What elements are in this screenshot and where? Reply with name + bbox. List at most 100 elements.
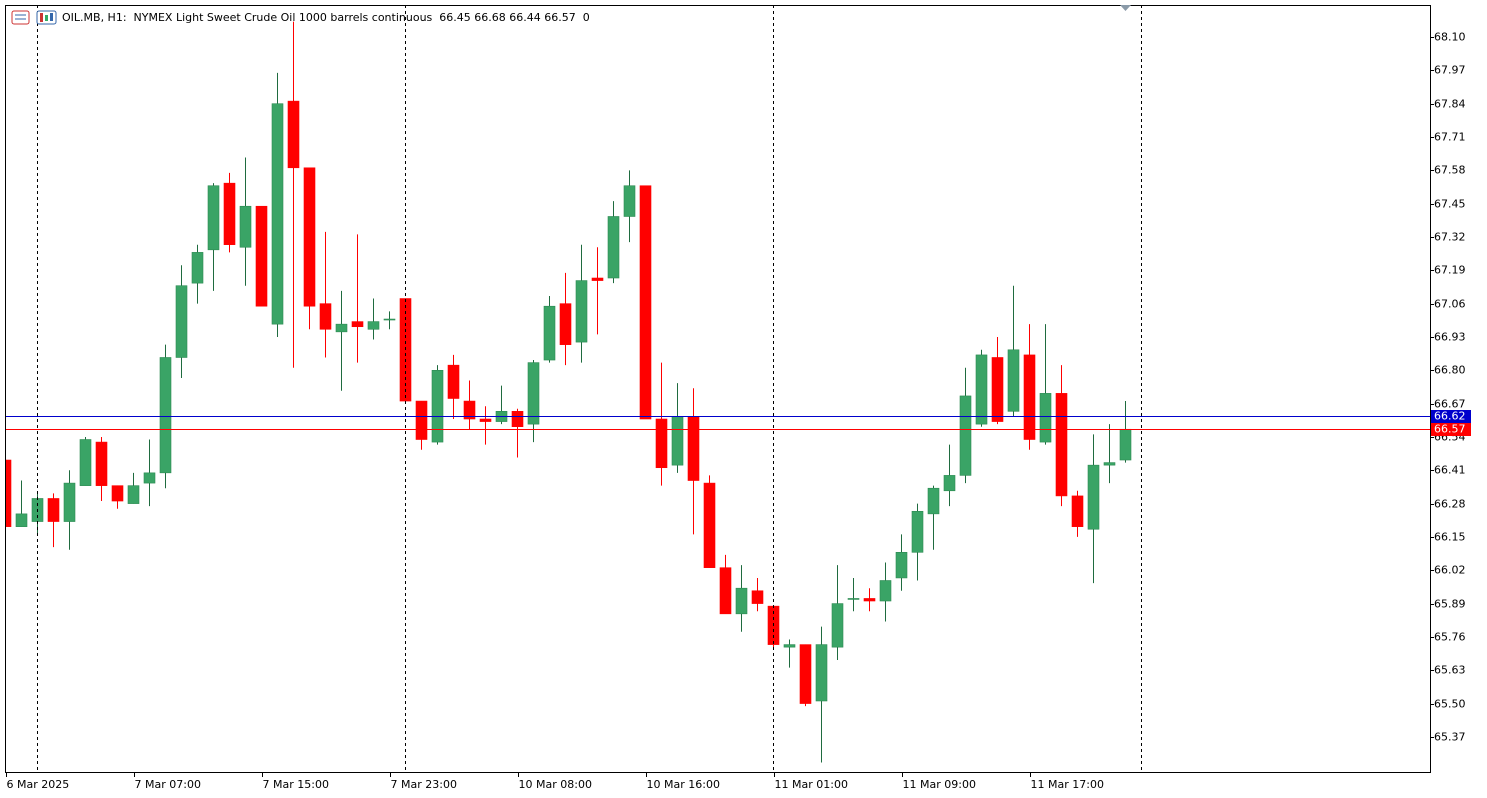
y-tick-label: 67.32 bbox=[1434, 231, 1466, 244]
x-tick-label: 10 Mar 08:00 bbox=[519, 778, 592, 791]
x-tick-label: 6 Mar 2025 bbox=[7, 778, 70, 791]
candle-body bbox=[239, 205, 252, 248]
icon bbox=[45, 15, 48, 21]
x-tick-label: 11 Mar 01:00 bbox=[775, 778, 848, 791]
candle-body bbox=[255, 205, 268, 307]
y-tick-label: 67.71 bbox=[1434, 131, 1466, 144]
icon bbox=[11, 10, 30, 25]
candle-body bbox=[383, 318, 396, 321]
shift-marker bbox=[1120, 5, 1131, 11]
candle-body bbox=[127, 485, 140, 504]
y-tick-label: 65.37 bbox=[1434, 731, 1466, 744]
candle-body bbox=[527, 362, 540, 425]
candle-body bbox=[687, 416, 700, 481]
candle-body bbox=[1119, 428, 1132, 461]
candle-body bbox=[1071, 495, 1084, 527]
y-tick-label: 67.19 bbox=[1434, 264, 1466, 277]
y-tick-label: 66.80 bbox=[1434, 364, 1466, 377]
candle-body bbox=[735, 587, 748, 615]
candle-body bbox=[591, 277, 604, 281]
x-tick-label: 7 Mar 15:00 bbox=[263, 778, 329, 791]
y-tick-label: 67.58 bbox=[1434, 164, 1466, 177]
candle-body bbox=[111, 485, 124, 502]
candle-body bbox=[367, 321, 380, 330]
candle-body bbox=[223, 182, 236, 245]
candle-body bbox=[575, 280, 588, 343]
x-tick-label: 10 Mar 16:00 bbox=[647, 778, 720, 791]
y-tick-label: 65.63 bbox=[1434, 664, 1466, 677]
candle-body bbox=[1103, 462, 1116, 466]
price-lines bbox=[5, 416, 1430, 430]
candle-body bbox=[783, 644, 796, 648]
y-tick-label: 67.84 bbox=[1434, 98, 1466, 111]
candle-body bbox=[703, 482, 716, 568]
candle-body bbox=[159, 357, 172, 474]
candle-body bbox=[79, 439, 92, 486]
candle-body bbox=[719, 567, 732, 615]
ask-label: 66.62 bbox=[1434, 410, 1466, 423]
y-tick-label: 66.41 bbox=[1434, 464, 1466, 477]
y-tick-label: 66.15 bbox=[1434, 531, 1466, 544]
candle-body bbox=[175, 285, 188, 358]
y-tick-label: 67.45 bbox=[1434, 198, 1466, 211]
separators bbox=[37, 5, 1142, 772]
candle-body bbox=[751, 590, 764, 604]
candle-body bbox=[1039, 393, 1052, 443]
plot-frame bbox=[5, 5, 1431, 773]
candle-body bbox=[207, 185, 220, 251]
candle-body bbox=[815, 644, 828, 702]
x-tick-label: 7 Mar 07:00 bbox=[135, 778, 201, 791]
y-tick-label: 67.06 bbox=[1434, 298, 1466, 311]
candle-body bbox=[319, 303, 332, 330]
y-tick-label: 65.76 bbox=[1434, 631, 1466, 644]
y-tick-label: 65.89 bbox=[1434, 598, 1466, 611]
candle-body bbox=[639, 185, 652, 420]
candle-body bbox=[191, 252, 204, 284]
candle-body bbox=[143, 472, 156, 484]
candle-body bbox=[847, 598, 860, 600]
candle-body bbox=[831, 603, 844, 648]
candle-body bbox=[351, 321, 364, 328]
candle-body bbox=[943, 475, 956, 492]
y-tick-label: 66.93 bbox=[1434, 331, 1466, 344]
candle-body bbox=[511, 411, 524, 427]
axis-labels: 68.10 67.97 67.84 67.71 67.58 67.45 67.32 67.19… bbox=[7, 31, 1471, 791]
candle-body bbox=[991, 357, 1004, 422]
icon bbox=[40, 13, 43, 22]
candles bbox=[5, 21, 1132, 763]
candle-body bbox=[1007, 349, 1020, 412]
candle-body bbox=[879, 580, 892, 602]
x-tick-label: 7 Mar 23:00 bbox=[391, 778, 457, 791]
x-tick-label: 11 Mar 17:00 bbox=[1031, 778, 1104, 791]
y-tick-label: 67.97 bbox=[1434, 64, 1466, 77]
candle-body bbox=[671, 416, 684, 466]
candle-body bbox=[543, 305, 556, 361]
y-tick-label: 66.67 bbox=[1434, 398, 1466, 411]
icon bbox=[50, 13, 53, 21]
header-icons bbox=[11, 10, 57, 25]
candle-body bbox=[911, 510, 924, 553]
y-tick-label: 68.10 bbox=[1434, 31, 1466, 44]
y-tick-label: 66.02 bbox=[1434, 564, 1466, 577]
bid-label: 66.57 bbox=[1434, 423, 1466, 436]
candle-body bbox=[623, 185, 636, 217]
candle-body bbox=[303, 167, 316, 307]
candle-body bbox=[431, 369, 444, 443]
candle-body bbox=[47, 498, 60, 522]
candle-body bbox=[1055, 393, 1068, 497]
candle-body bbox=[63, 482, 76, 522]
candle-body bbox=[1023, 354, 1036, 440]
candle-body bbox=[335, 323, 348, 333]
y-tick-label: 66.28 bbox=[1434, 498, 1466, 511]
candle-body bbox=[271, 103, 284, 325]
candle-body bbox=[559, 303, 572, 345]
candle-body bbox=[463, 400, 476, 420]
candle-body bbox=[895, 552, 908, 579]
candle-body bbox=[1087, 464, 1100, 530]
candle-body bbox=[927, 487, 940, 515]
candle-body bbox=[799, 644, 812, 704]
candle-body bbox=[607, 216, 620, 279]
bid-label-box bbox=[1431, 423, 1471, 436]
